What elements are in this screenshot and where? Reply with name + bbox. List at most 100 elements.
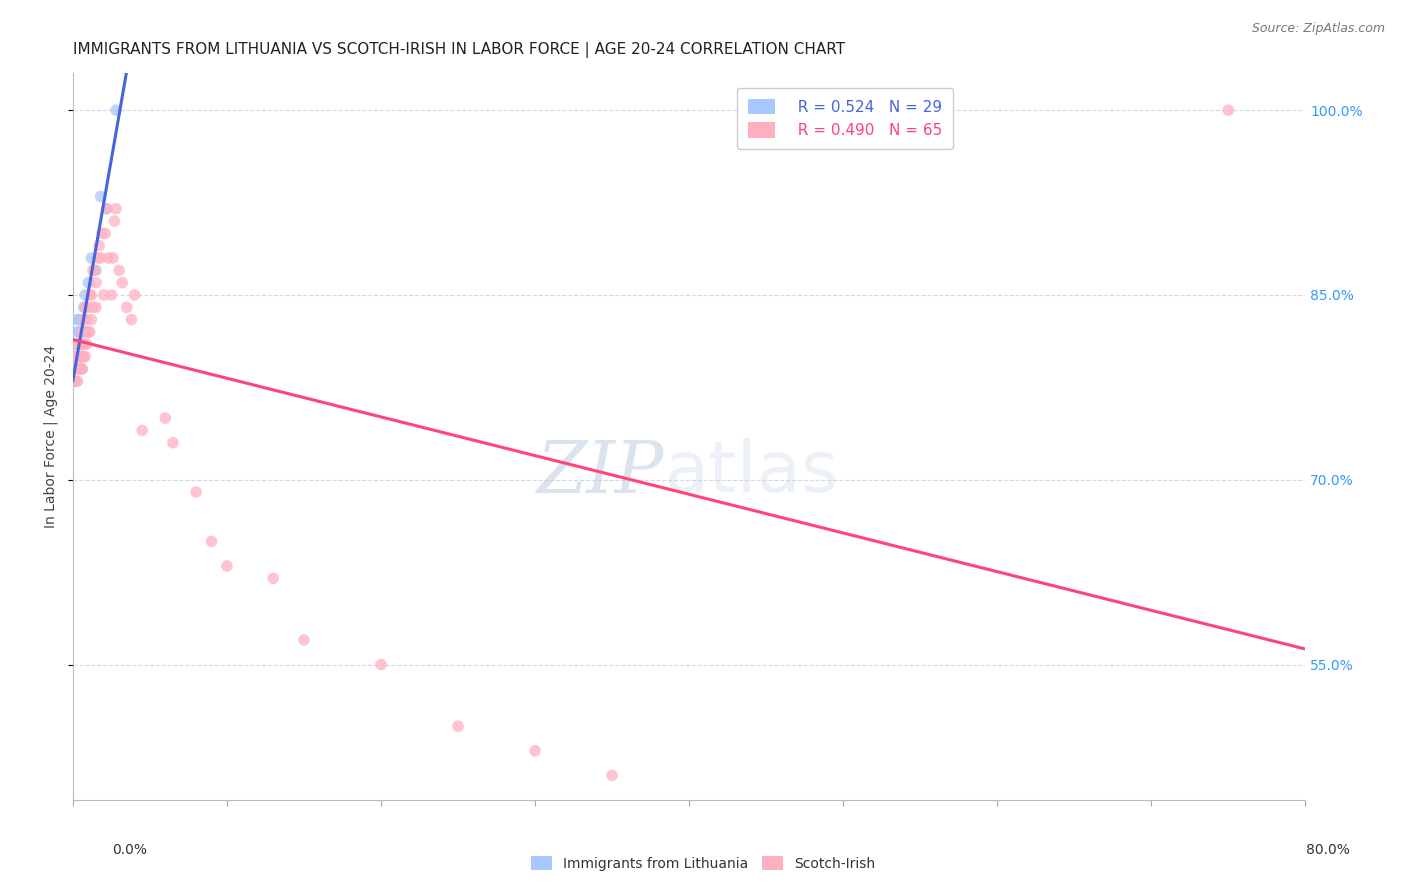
Point xyxy=(186,485,208,500)
Point xyxy=(105,202,128,216)
Point xyxy=(84,300,107,314)
Point xyxy=(73,312,96,326)
Point xyxy=(69,337,91,351)
Point xyxy=(80,312,103,326)
Point xyxy=(75,312,97,326)
Point xyxy=(101,251,124,265)
Y-axis label: In Labor Force | Age 20-24: In Labor Force | Age 20-24 xyxy=(44,345,58,528)
Point xyxy=(76,325,98,339)
Text: IMMIGRANTS FROM LITHUANIA VS SCOTCH-IRISH IN LABOR FORCE | AGE 20-24 CORRELATION: IMMIGRANTS FROM LITHUANIA VS SCOTCH-IRIS… xyxy=(73,42,845,58)
Point xyxy=(80,288,103,302)
Point xyxy=(66,350,89,364)
Point xyxy=(70,325,93,339)
Point xyxy=(67,312,90,326)
Point xyxy=(93,288,115,302)
Point xyxy=(79,325,101,339)
Point xyxy=(262,571,284,585)
Point xyxy=(200,534,222,549)
Point xyxy=(111,276,134,290)
Legend: Immigrants from Lithuania, Scotch-Irish: Immigrants from Lithuania, Scotch-Irish xyxy=(526,850,880,876)
Point xyxy=(66,325,89,339)
Point xyxy=(69,350,91,364)
Point xyxy=(66,374,89,388)
Point xyxy=(70,312,93,326)
Point xyxy=(1218,103,1240,118)
Point xyxy=(65,337,87,351)
Point xyxy=(63,374,86,388)
Point xyxy=(70,350,93,364)
Point xyxy=(66,337,89,351)
Point xyxy=(77,276,100,290)
Point xyxy=(82,263,104,277)
Point xyxy=(108,263,131,277)
Point xyxy=(73,350,96,364)
Point xyxy=(69,312,91,326)
Text: 0.0%: 0.0% xyxy=(112,843,148,857)
Point xyxy=(66,337,89,351)
Point xyxy=(67,337,90,351)
Point xyxy=(66,312,89,326)
Point xyxy=(82,300,104,314)
Point xyxy=(70,362,93,376)
Point xyxy=(67,350,90,364)
Point xyxy=(79,288,101,302)
Point xyxy=(73,300,96,314)
Point xyxy=(94,227,117,241)
Point xyxy=(105,103,128,118)
Point xyxy=(96,202,118,216)
Point xyxy=(162,435,184,450)
Point xyxy=(70,337,93,351)
Text: atlas: atlas xyxy=(665,439,839,508)
Point xyxy=(103,214,125,228)
Point xyxy=(124,288,146,302)
Point xyxy=(63,374,86,388)
Point xyxy=(120,312,142,326)
Point xyxy=(115,300,138,314)
Point xyxy=(73,337,96,351)
Point xyxy=(77,325,100,339)
Point xyxy=(73,325,96,339)
Point xyxy=(65,374,87,388)
Point xyxy=(155,411,177,425)
Point xyxy=(65,350,87,364)
Point xyxy=(77,300,100,314)
Point xyxy=(66,362,89,376)
Point xyxy=(75,300,97,314)
Point xyxy=(100,288,122,302)
Text: Source: ZipAtlas.com: Source: ZipAtlas.com xyxy=(1251,22,1385,36)
Point xyxy=(76,312,98,326)
Point xyxy=(76,337,98,351)
Point xyxy=(75,350,97,364)
Point xyxy=(91,227,114,241)
Point xyxy=(69,337,91,351)
Point xyxy=(67,325,90,339)
Point xyxy=(86,251,108,265)
Point xyxy=(292,632,315,647)
Point xyxy=(70,350,93,364)
Point xyxy=(67,362,90,376)
Point xyxy=(87,238,110,252)
Point xyxy=(370,657,392,672)
Point xyxy=(67,350,90,364)
Point xyxy=(84,263,107,277)
Point xyxy=(75,325,97,339)
Point xyxy=(84,276,107,290)
Point xyxy=(90,189,112,203)
Point xyxy=(90,251,112,265)
Point xyxy=(69,362,91,376)
Point xyxy=(215,559,238,574)
Point xyxy=(80,251,103,265)
Point xyxy=(75,288,97,302)
Point xyxy=(65,350,87,364)
Point xyxy=(524,744,547,758)
Point xyxy=(131,424,153,438)
Legend:   R = 0.524   N = 29,   R = 0.490   N = 65: R = 0.524 N = 29, R = 0.490 N = 65 xyxy=(737,88,953,149)
Point xyxy=(97,251,120,265)
Point xyxy=(70,337,93,351)
Point xyxy=(600,768,623,782)
Point xyxy=(96,202,118,216)
Point xyxy=(447,719,470,733)
Point xyxy=(65,362,87,376)
Text: 80.0%: 80.0% xyxy=(1306,843,1350,857)
Point xyxy=(83,263,105,277)
